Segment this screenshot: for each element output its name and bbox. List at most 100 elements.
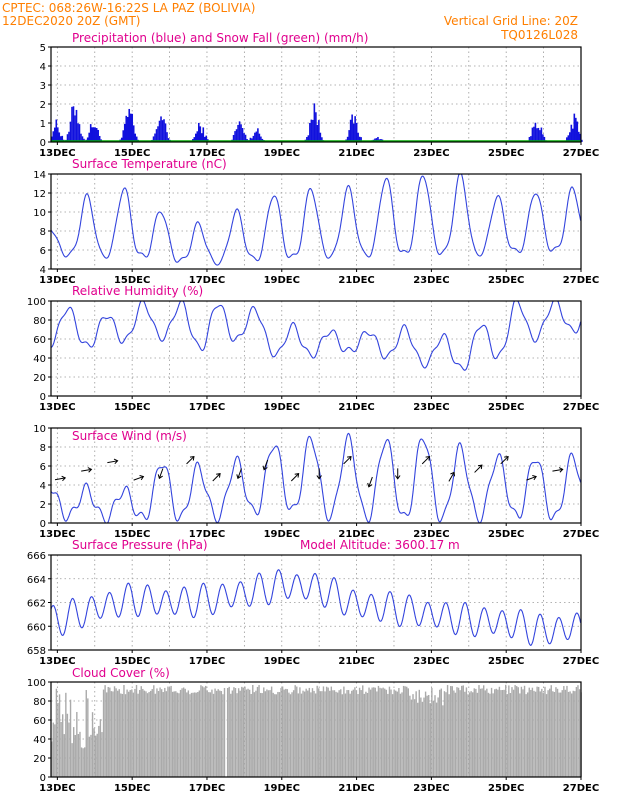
cloud-bar bbox=[525, 694, 527, 777]
precip-bar bbox=[318, 120, 320, 142]
cloud-bar bbox=[495, 688, 497, 777]
y-tick-label: 80 bbox=[33, 316, 46, 327]
cloud-bar bbox=[431, 687, 433, 777]
y-tick-label: 3 bbox=[40, 81, 46, 92]
x-tick-label: 17DEC bbox=[189, 783, 225, 794]
cloud-bar bbox=[57, 702, 59, 777]
cloud-bar bbox=[266, 689, 268, 777]
cloud-bar bbox=[123, 685, 125, 777]
precip-bar bbox=[52, 131, 55, 142]
cloud-bar bbox=[490, 687, 493, 777]
cloud-bar bbox=[461, 685, 463, 777]
x-tick-label: 15DEC bbox=[114, 656, 150, 667]
precip-bar bbox=[539, 130, 541, 142]
y-tick-label: 8 bbox=[40, 227, 46, 238]
cloud-bar bbox=[90, 734, 92, 777]
cloud-bar bbox=[545, 694, 548, 777]
cloud-bar bbox=[299, 687, 301, 777]
cloud-bar bbox=[223, 687, 226, 777]
cloud-bar bbox=[296, 686, 298, 777]
x-tick-label: 25DEC bbox=[488, 783, 524, 794]
cloud-bar bbox=[468, 692, 471, 777]
cloud-bar bbox=[54, 724, 56, 777]
wind-arrow-head bbox=[450, 471, 456, 477]
y-tick-label: 20 bbox=[33, 754, 46, 765]
cloud-bar bbox=[143, 690, 146, 777]
cloud-bar bbox=[354, 687, 356, 777]
cloud-bar bbox=[98, 725, 100, 777]
cloud-bar bbox=[208, 692, 210, 777]
cloud-bar bbox=[330, 686, 333, 777]
cloud-bar bbox=[219, 690, 221, 777]
y-tick-label: 4 bbox=[40, 62, 46, 73]
cloud-bar bbox=[234, 687, 237, 777]
cloud-bar bbox=[283, 689, 285, 777]
cloud-bar bbox=[110, 691, 113, 777]
cloud-bar bbox=[435, 702, 438, 777]
cloud-bar bbox=[294, 685, 296, 777]
precip-bar bbox=[534, 122, 537, 142]
cloud-bar bbox=[512, 689, 515, 777]
y-tick-label: 100 bbox=[27, 678, 46, 689]
cloud-bar bbox=[209, 692, 212, 777]
precip-bar bbox=[354, 116, 356, 142]
cloud-bar bbox=[519, 693, 521, 777]
precip-bar bbox=[199, 126, 202, 142]
cloud-bar bbox=[69, 699, 72, 777]
cloud-bar bbox=[149, 690, 152, 777]
precip-bar bbox=[134, 133, 137, 142]
cloud-bar bbox=[171, 691, 174, 777]
cloud-bar bbox=[162, 692, 164, 777]
cloud-bar bbox=[380, 688, 383, 777]
cloud-bar bbox=[577, 685, 579, 777]
cloud-bar bbox=[121, 693, 124, 777]
wind-arrow bbox=[526, 476, 537, 481]
x-tick-label: 15DEC bbox=[114, 275, 150, 286]
cloud-bar bbox=[373, 687, 375, 777]
precip-bar bbox=[154, 133, 156, 142]
cloud-bar bbox=[186, 692, 188, 777]
cloud-bar bbox=[231, 690, 234, 777]
y-tick-label: 0 bbox=[40, 392, 46, 403]
cloud-bar bbox=[363, 693, 366, 777]
wind-arrow-head bbox=[425, 455, 431, 461]
cloud-bar bbox=[132, 692, 135, 777]
cloud-bar bbox=[547, 690, 549, 777]
wind-arrow bbox=[368, 476, 373, 487]
cloud-bar bbox=[486, 688, 488, 777]
precip-bar bbox=[309, 122, 311, 142]
cloud-bar bbox=[506, 694, 508, 777]
precip-bar bbox=[53, 127, 56, 142]
wind-arrow-head bbox=[61, 475, 67, 482]
precip-bar bbox=[528, 136, 531, 142]
cloud-bar bbox=[96, 733, 98, 777]
cloud-bar bbox=[314, 693, 317, 777]
cloud-bar bbox=[241, 686, 243, 777]
panel-pres: 658 660 662 664 666 13DEC 15DEC 17DEC 19DEC 21DEC… bbox=[27, 538, 599, 667]
x-tick-label: 27DEC bbox=[563, 275, 599, 286]
precip-bar bbox=[125, 115, 128, 142]
panel-frame bbox=[50, 554, 582, 651]
precip-bar bbox=[129, 113, 132, 142]
cloud-bar bbox=[396, 691, 399, 777]
cloud-bar bbox=[280, 687, 282, 777]
cloud-bar bbox=[189, 694, 191, 777]
cloud-bar bbox=[285, 688, 287, 777]
cloud-bar bbox=[182, 687, 185, 777]
cloud-bar bbox=[206, 690, 208, 777]
cloud-bar bbox=[498, 686, 501, 777]
x-tick-label: 13DEC bbox=[39, 656, 75, 667]
x-tick-label: 27DEC bbox=[563, 783, 599, 794]
cloud-bar bbox=[552, 691, 554, 777]
cloud-bar bbox=[55, 688, 58, 777]
cloud-bar bbox=[140, 686, 142, 777]
y-tick-label: 5 bbox=[40, 43, 46, 54]
cloud-bar bbox=[217, 689, 219, 777]
precip-bar bbox=[157, 126, 159, 142]
cloud-bar bbox=[252, 684, 254, 777]
panel-title: Relative Humidity (%) bbox=[72, 284, 203, 298]
precip-bar bbox=[570, 124, 573, 142]
cloud-bar bbox=[88, 736, 91, 777]
precip-bar bbox=[120, 137, 123, 142]
x-tick-label: 13DEC bbox=[39, 148, 75, 159]
